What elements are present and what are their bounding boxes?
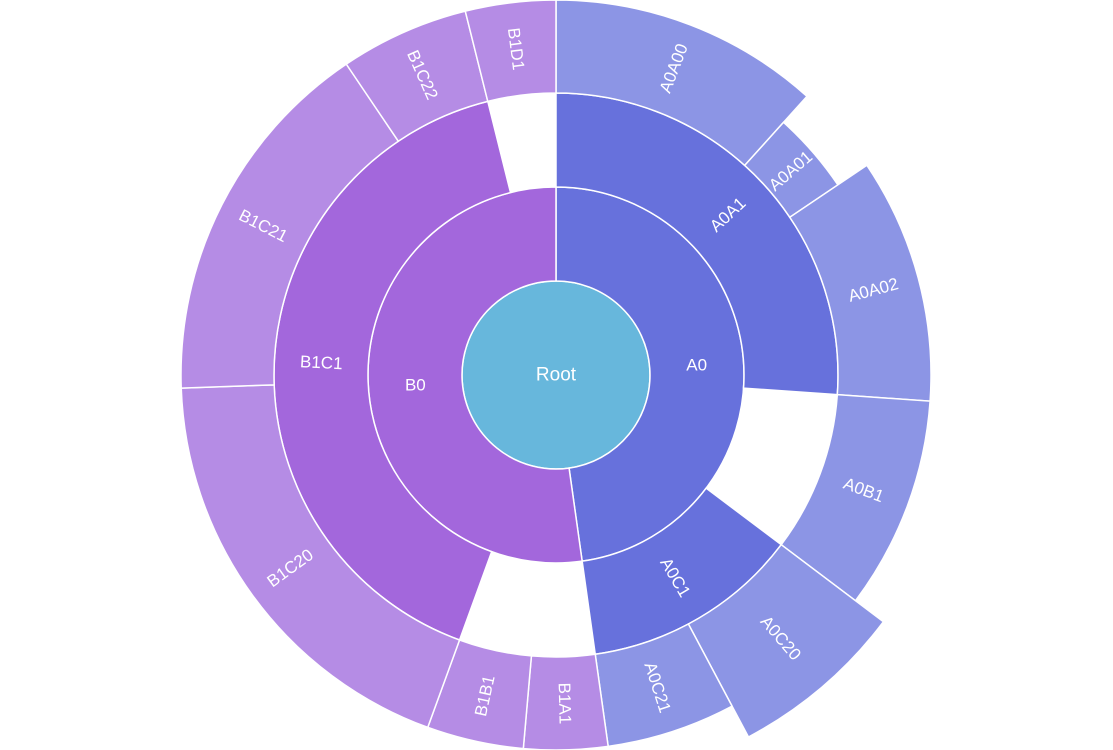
label-b1c1: B1C1 (300, 352, 343, 373)
segment-a0a00[interactable] (555, 0, 808, 167)
label-a0: A0 (686, 356, 707, 375)
label-root: Root (536, 365, 577, 386)
sunburst-segments (180, 0, 932, 750)
segment-b1d1[interactable] (464, 0, 557, 103)
segment-a0c20[interactable] (687, 543, 885, 739)
label-b0: B0 (405, 375, 426, 394)
label-b1a1: B1A1 (555, 682, 575, 724)
